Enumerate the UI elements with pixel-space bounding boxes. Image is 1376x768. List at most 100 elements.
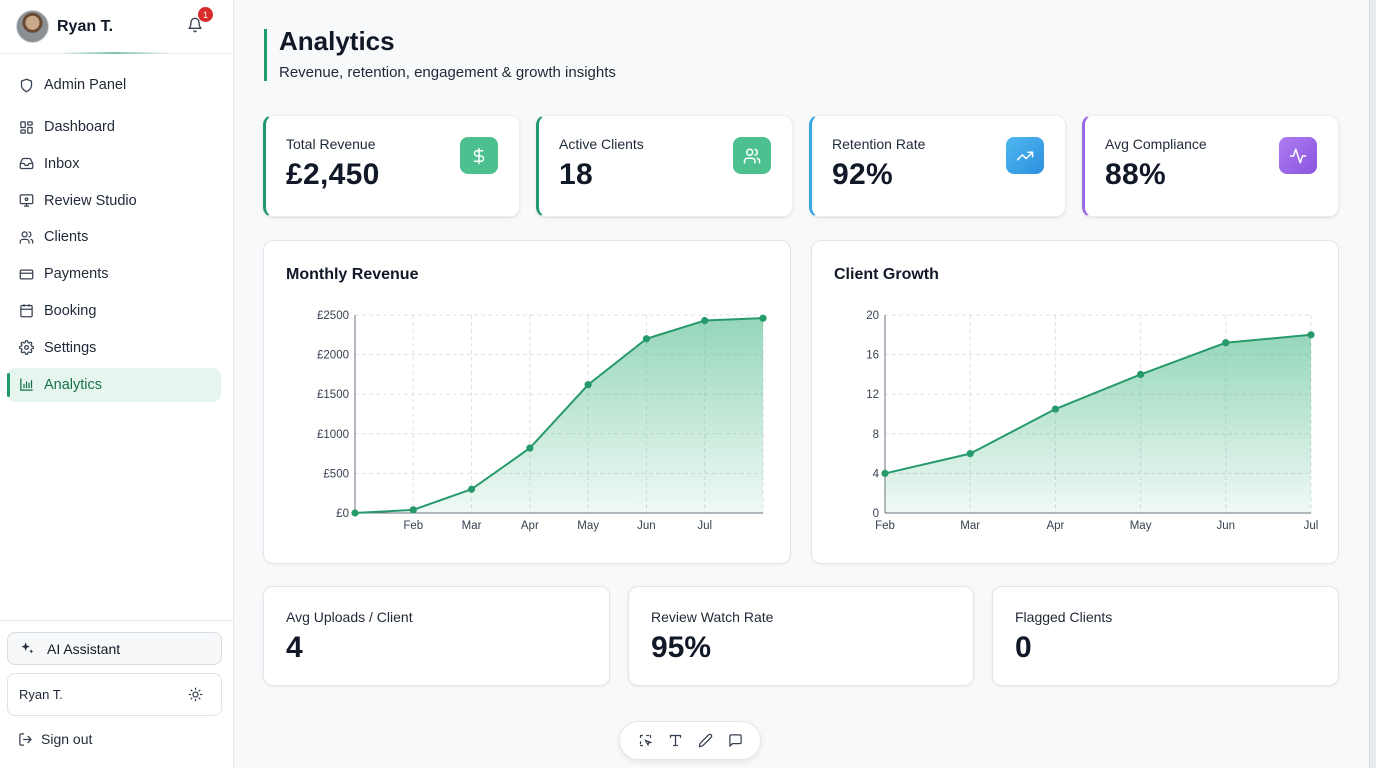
user-header: Ryan T. 1: [0, 0, 233, 54]
data-point: [1222, 339, 1230, 347]
gear-icon: [18, 340, 34, 356]
x-tick-label: Jun: [637, 520, 656, 532]
x-tick-label: Mar: [462, 520, 482, 532]
data-point: [526, 444, 534, 452]
stat-card-avg-compliance: Avg Compliance 88%: [1082, 115, 1339, 217]
y-tick-label: £500: [323, 468, 349, 480]
sidebar-item-label: Analytics: [44, 376, 103, 393]
sidebar-item-booking[interactable]: Booking: [7, 294, 221, 328]
y-tick-label: 0: [873, 508, 879, 520]
stat-label: Avg Compliance: [1105, 136, 1207, 152]
sidebar-footer: AI Assistant Ryan T. Sign out: [0, 620, 233, 768]
data-point: [881, 469, 889, 477]
text-icon[interactable]: [664, 730, 686, 752]
series-line: [884, 333, 1312, 475]
sidebar-item-dashboard[interactable]: Dashboard: [7, 110, 221, 144]
mini-label: Avg Uploads / Client: [286, 609, 413, 625]
x-tick-label: Jul: [697, 520, 712, 532]
sidebar-item-admin-panel[interactable]: Admin Panel: [7, 68, 221, 102]
data-point: [409, 506, 417, 514]
sidebar-item-label: Settings: [44, 339, 97, 356]
mini-label: Review Watch Rate: [651, 609, 774, 625]
x-tick-label: May: [1130, 520, 1152, 532]
stat-label: Total Revenue: [286, 136, 376, 152]
x-tick-label: Apr: [521, 520, 539, 532]
sidebar-item-label: Dashboard: [44, 119, 115, 135]
x-tick-label: Jun: [1217, 520, 1236, 532]
bell-icon[interactable]: [186, 16, 204, 34]
monthly-revenue-chart: £0 £500 £1000 £1500 £2000 £2500 Feb Mar Apr May Ju…: [317, 310, 767, 532]
mini-value: 4: [286, 631, 303, 664]
sidebar-item-review-studio[interactable]: Review Studio: [7, 184, 221, 218]
sign-out-button[interactable]: Sign out: [18, 731, 92, 747]
sidebar-item-label: Clients: [44, 229, 89, 246]
sidebar-item-inbox[interactable]: Inbox: [7, 147, 221, 181]
x-tick-label: Feb: [403, 520, 423, 532]
y-tick-label: 4: [873, 468, 880, 480]
user-name: Ryan T.: [57, 17, 114, 35]
data-point: [351, 509, 359, 517]
stat-card-total-revenue: Total Revenue £2,450: [263, 115, 520, 217]
stat-value: 92%: [832, 158, 893, 191]
trending-up-icon: [1006, 137, 1044, 174]
mini-card-review-watch-rate: Review Watch Rate 95%: [628, 586, 974, 686]
sidebar-item-label: Review Studio: [44, 192, 137, 209]
y-tick-label: £2000: [317, 350, 349, 362]
y-tick-label: 12: [866, 389, 879, 401]
x-tick-label: Mar: [960, 520, 980, 532]
x-tick-label: Jul: [1304, 520, 1319, 532]
page-subtitle: Revenue, retention, engagement & growth …: [279, 64, 616, 81]
ai-assistant-button[interactable]: AI Assistant: [7, 632, 222, 665]
data-point: [1307, 331, 1315, 339]
stat-card-retention-rate: Retention Rate 92%: [809, 115, 1066, 217]
page-title: Analytics: [279, 26, 395, 56]
area-fill: [885, 334, 1311, 513]
data-point: [759, 314, 767, 322]
sidebar-item-label: Payments: [44, 266, 109, 283]
sidebar: Ryan T. 1 Admin Panel Dashboard Inbox Re…: [0, 0, 234, 768]
comment-icon[interactable]: [724, 730, 746, 752]
sidebar-item-payments[interactable]: Payments: [7, 257, 221, 291]
mini-label: Flagged Clients: [1015, 609, 1113, 625]
client-growth-chart: 0 4 8 12 16 20 Feb Mar Apr May Jun Jul: [866, 310, 1319, 532]
mini-value: 95%: [651, 631, 712, 664]
sun-icon[interactable]: [188, 687, 203, 702]
inbox-icon: [18, 156, 34, 172]
avatar[interactable]: [16, 10, 49, 43]
y-tick-label: 16: [866, 350, 879, 362]
pen-icon[interactable]: [694, 730, 716, 752]
area-fill: [355, 318, 763, 513]
grid-icon: [18, 119, 34, 135]
y-tick-label: 8: [873, 429, 879, 441]
notification-badge: 1: [198, 7, 213, 22]
y-tick-label: 20: [866, 310, 879, 322]
x-tick-label: May: [577, 520, 599, 532]
sidebar-nav: Admin Panel Dashboard Inbox Review Studi…: [0, 54, 233, 402]
x-tick-label: Feb: [875, 520, 895, 532]
stat-label: Retention Rate: [832, 136, 926, 152]
chart-card-client-growth: Client Growth 0 4 8 12 16 20 Feb Mar Apr May Jun Ju…: [811, 240, 1339, 564]
main-content: Analytics Revenue, retention, engagement…: [234, 0, 1369, 768]
y-tick-label: £1000: [317, 429, 349, 441]
user-card[interactable]: Ryan T.: [7, 673, 222, 716]
users-icon: [733, 137, 771, 174]
y-tick-label: £0: [336, 508, 349, 520]
stat-value: £2,450: [286, 158, 380, 191]
sparkles-icon: [20, 641, 35, 656]
ai-assistant-label: AI Assistant: [47, 640, 121, 657]
shield-icon: [18, 77, 34, 93]
sidebar-item-analytics[interactable]: Analytics: [7, 367, 221, 402]
activity-icon: [1279, 137, 1317, 174]
x-tick-label: Apr: [1046, 520, 1064, 532]
sidebar-item-label: Inbox: [44, 155, 80, 172]
y-tick-label: £1500: [317, 389, 349, 401]
dollar-icon: [460, 137, 498, 174]
mini-card-flagged-clients: Flagged Clients 0: [992, 586, 1339, 686]
select-area-icon[interactable]: [634, 730, 656, 752]
sidebar-item-settings[interactable]: Settings: [7, 331, 221, 365]
bar-chart-icon: [18, 377, 34, 393]
series-line: [354, 317, 764, 514]
sidebar-item-clients[interactable]: Clients: [7, 220, 221, 254]
data-point: [584, 381, 592, 389]
